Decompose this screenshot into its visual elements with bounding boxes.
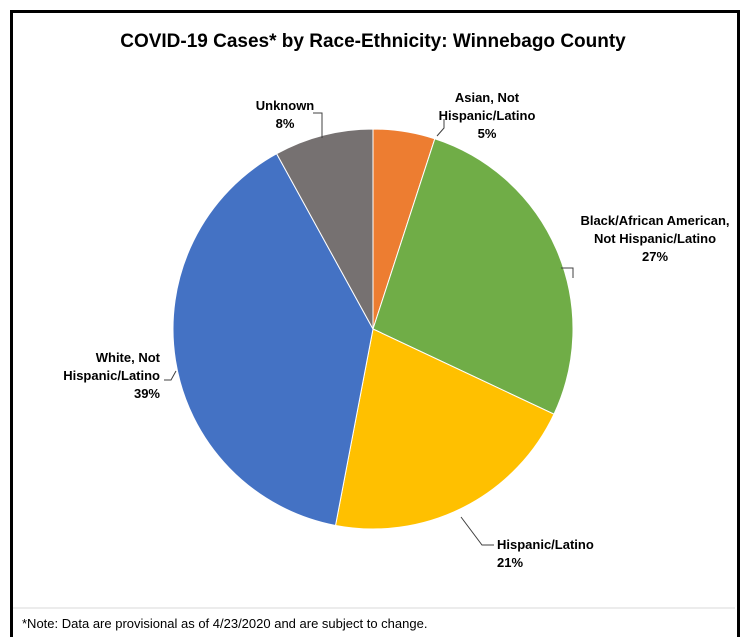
slice-category-3: White, Not [96, 350, 161, 365]
pie-slice-3 [172, 153, 374, 527]
pie-slice-1 [372, 138, 574, 415]
slice-category-3: Hispanic/Latino [63, 368, 160, 383]
slice-percent-1: 27% [642, 249, 668, 264]
slice-label-2: Hispanic/Latino 21% [497, 537, 594, 570]
footnote: *Note: Data are provisional as of 4/23/2… [22, 616, 427, 631]
chart-title: COVID-19 Cases* by Race-Ethnicity: Winne… [120, 31, 626, 52]
slice-percent-0: 5% [478, 126, 497, 141]
slice-category-1: Black/African American, [580, 213, 729, 228]
leader-line-2 [460, 516, 494, 546]
slice-label-1: Black/African American, Not Hispanic/Lati… [580, 213, 729, 264]
slice-percent-2: 21% [497, 555, 523, 570]
leader-line-0 [436, 119, 445, 137]
slice-label-0: Asian, Not Hispanic/Latino 5% [439, 90, 536, 141]
pie-slices [172, 128, 574, 530]
slice-category-2: Hispanic/Latino [497, 537, 594, 552]
slice-labels: Asian, Not Hispanic/Latino 5% Black/African… [63, 90, 729, 570]
slice-category-0: Asian, Not [455, 90, 520, 105]
pie-slice-4 [275, 128, 374, 330]
leader-line-4 [313, 112, 323, 138]
leader-line-3 [164, 370, 177, 381]
slice-percent-3: 39% [134, 386, 160, 401]
slice-category-4: Unknown [256, 98, 315, 113]
slice-category-1: Not Hispanic/Latino [594, 231, 716, 246]
slice-category-0: Hispanic/Latino [439, 108, 536, 123]
slice-label-3: White, Not Hispanic/Latino 39% [63, 350, 160, 401]
slice-label-4: Unknown 8% [256, 98, 315, 131]
pie-slice-2 [334, 328, 555, 530]
leader-line-1 [561, 267, 574, 278]
leader-lines [164, 112, 574, 546]
slice-percent-4: 8% [276, 116, 295, 131]
